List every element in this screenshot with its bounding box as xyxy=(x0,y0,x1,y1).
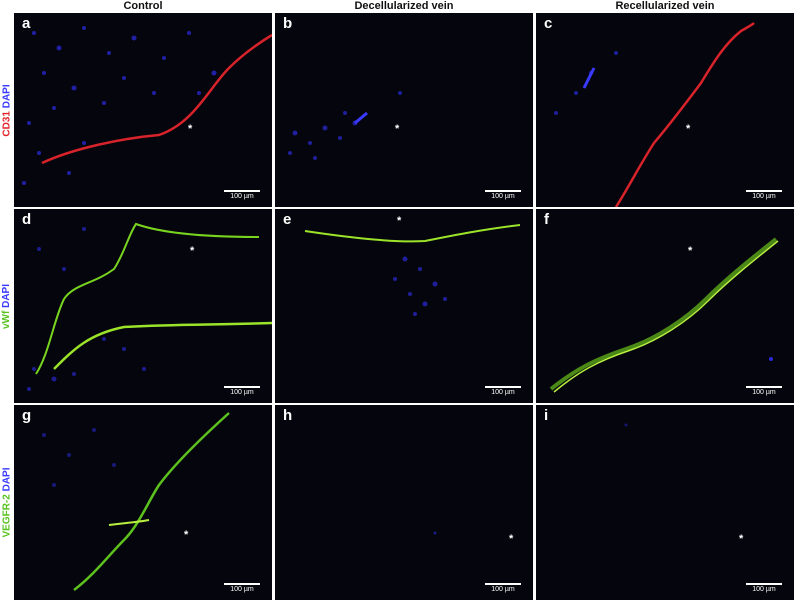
micrograph-cd31-control xyxy=(22,26,272,185)
column-title-decellularized: Decellularized vein xyxy=(354,0,454,12)
lumen-asterisk: * xyxy=(184,529,189,541)
panel-c: c * 100 µm xyxy=(536,13,794,207)
scale-bar: 100 µm xyxy=(485,583,521,594)
micrograph-vwf-control xyxy=(27,222,272,391)
marker-label: VEGFR-2 xyxy=(1,494,13,538)
panel-g: g * 100 µm xyxy=(14,405,272,600)
lumen-asterisk: * xyxy=(397,215,402,227)
row-label-vegfr2: VEGFR-2 DAPI xyxy=(0,405,14,600)
micrograph-vegfr2-decellularized xyxy=(433,531,437,535)
panel-letter: a xyxy=(22,15,31,32)
lumen-asterisk: * xyxy=(395,123,400,135)
scale-bar: 100 µm xyxy=(746,190,782,201)
marker-label: vWf xyxy=(1,310,13,329)
panel-f: f * 100 µm xyxy=(536,209,794,403)
panel-letter: d xyxy=(22,211,32,228)
panel-letter: c xyxy=(544,15,553,32)
micrograph-cd31-decellularized xyxy=(288,91,402,160)
scale-bar: 100 µm xyxy=(224,583,260,594)
scale-bar: 100 µm xyxy=(224,386,260,397)
micrograph-vwf-decellularized xyxy=(304,224,521,316)
lumen-asterisk: * xyxy=(686,123,691,135)
scale-bar-label: 100 µm xyxy=(752,389,776,396)
row-label-cd31: CD31 DAPI xyxy=(0,13,14,207)
scale-bar-label: 100 µm xyxy=(491,193,515,200)
column-title-control: Control xyxy=(123,0,163,12)
stain-label: DAPI xyxy=(1,283,13,308)
micrograph-cd31-recellularized xyxy=(554,22,755,207)
scale-bar: 100 µm xyxy=(485,386,521,397)
panel-letter: g xyxy=(22,407,32,424)
column-title-recellularized: Recellularized vein xyxy=(615,0,715,12)
scale-bar: 100 µm xyxy=(224,190,260,201)
panel-a: a * 100 µm xyxy=(14,13,272,207)
panel-letter: b xyxy=(283,15,293,32)
panel-letter: h xyxy=(283,407,293,424)
panel-h: h * 100 µm xyxy=(275,405,533,600)
scale-bar-label: 100 µm xyxy=(491,389,515,396)
panel-letter: f xyxy=(544,211,549,228)
micrograph-vegfr2-control xyxy=(42,412,230,591)
scale-bar-label: 100 µm xyxy=(230,389,254,396)
marker-label: CD31 xyxy=(1,110,13,137)
panel-d: d * 100 µm xyxy=(14,209,272,403)
scale-bar-label: 100 µm xyxy=(491,586,515,593)
scale-bar: 100 µm xyxy=(746,386,782,397)
micrograph-vegfr2-recellularized xyxy=(624,423,628,427)
scale-bar: 100 µm xyxy=(485,190,521,201)
stain-label: DAPI xyxy=(1,83,13,108)
panel-e: e * 100 µm xyxy=(275,209,533,403)
scale-bar-label: 100 µm xyxy=(752,193,776,200)
panel-letter: e xyxy=(283,211,292,228)
row-label-vwf: vWf DAPI xyxy=(0,209,14,403)
scale-bar-label: 100 µm xyxy=(752,586,776,593)
stain-label: DAPI xyxy=(1,467,13,492)
lumen-asterisk: * xyxy=(509,533,514,545)
scale-bar: 100 µm xyxy=(746,583,782,594)
panel-b: b * 100 µm xyxy=(275,13,533,207)
lumen-asterisk: * xyxy=(190,245,195,257)
lumen-asterisk: * xyxy=(188,123,193,135)
lumen-asterisk: * xyxy=(688,245,693,257)
lumen-asterisk: * xyxy=(739,533,744,545)
panel-letter: i xyxy=(544,407,549,424)
scale-bar-label: 100 µm xyxy=(230,586,254,593)
panel-i: i * 100 µm xyxy=(536,405,794,600)
micrograph-vwf-recellularized xyxy=(549,237,779,393)
scale-bar-label: 100 µm xyxy=(230,193,254,200)
